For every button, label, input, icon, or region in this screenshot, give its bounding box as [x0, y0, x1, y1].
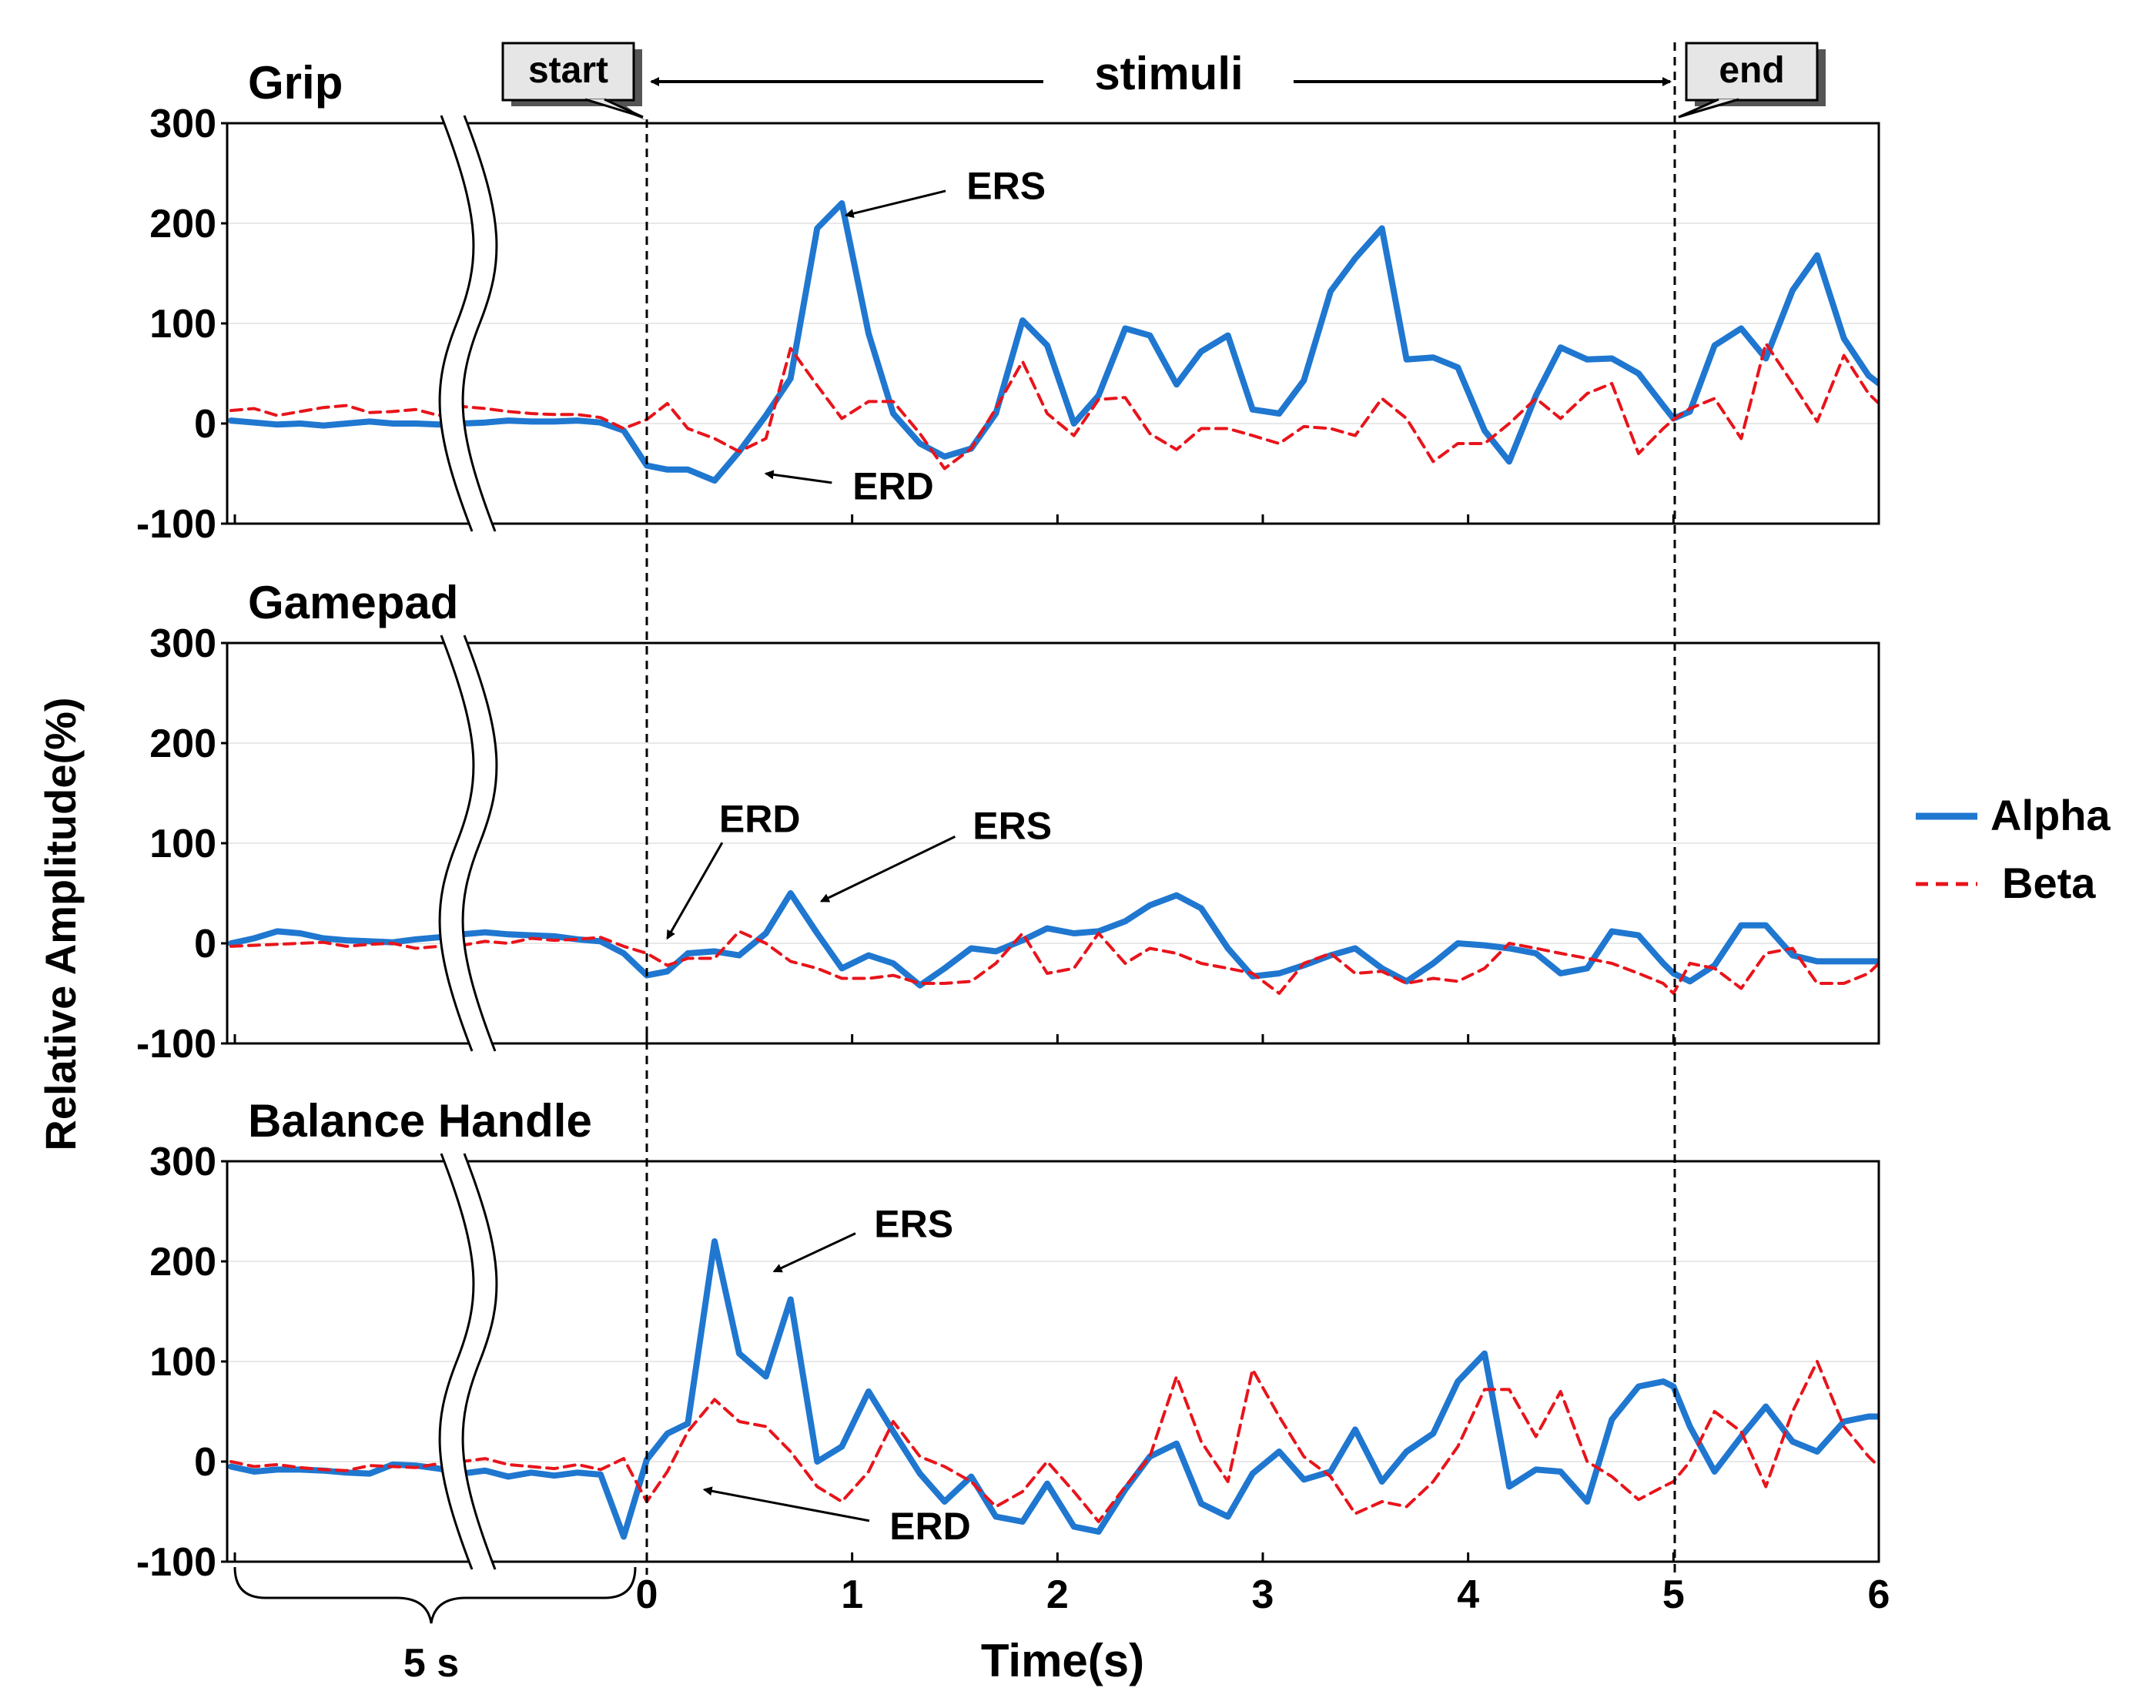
panel-frame [226, 1160, 1880, 1563]
panel-grip: Grip 300 200 100 0 -100 ERS ERD [136, 57, 1880, 547]
y-tick-label: 200 [149, 722, 216, 766]
end-label: end [1719, 50, 1784, 91]
axis-break-edge [461, 115, 498, 532]
series-alpha-line [228, 890, 1879, 989]
y-tick-label: 300 [149, 102, 216, 146]
y-tick-label: 0 [194, 402, 216, 447]
y-tick-label: -100 [136, 1540, 216, 1585]
annotation-erd: ERD [719, 798, 801, 841]
axis-break-edge [438, 635, 475, 1052]
axis-break-edge [438, 115, 475, 532]
annotation-arrow [702, 1486, 870, 1522]
annotation-arrow [819, 836, 956, 903]
axis-break-edge [461, 1153, 498, 1570]
annotation-arrow [764, 470, 832, 484]
annotation-arrow [772, 1232, 856, 1273]
panel-balance-handle: Balance Handle 300 200 100 0 -100 ERS ERD [136, 1095, 1880, 1585]
panel-title: Grip [248, 57, 343, 109]
annotation-arrow [666, 842, 724, 940]
y-tick-label: 300 [149, 621, 216, 666]
baseline-duration-label: 5 s [403, 1641, 459, 1686]
annotation-arrow [844, 189, 946, 219]
y-tick-label: 300 [149, 1140, 216, 1184]
panel-frame [226, 122, 1880, 525]
y-axis-label: Relative Amplitude(%) [36, 697, 85, 1150]
legend: Alpha Beta [1916, 791, 2111, 907]
series-alpha-line [228, 1238, 1879, 1540]
panel-gamepad: Gamepad 300 200 100 0 -100 ERD ERS [136, 577, 1880, 1067]
axis-break-fill [440, 631, 496, 1056]
axis-break-fill [440, 111, 496, 536]
y-tick-label: 200 [149, 1240, 216, 1284]
panel-frame [226, 641, 1880, 1045]
series-beta-line [229, 1360, 1879, 1523]
stimuli-label: stimuli [1094, 48, 1243, 99]
series-alpha-line [228, 200, 1879, 484]
y-tick-label: 100 [149, 302, 216, 347]
y-tick-label: 100 [149, 1340, 216, 1385]
panel-title: Gamepad [248, 577, 458, 628]
axis-break-edge [438, 1153, 475, 1570]
y-tick-label: 0 [194, 922, 216, 966]
annotation-erd: ERD [852, 465, 934, 508]
event-markers: start end stimuli [501, 42, 1826, 1575]
x-axis-label: Time(s) [981, 1635, 1144, 1686]
x-tick-label: 6 [1868, 1572, 1890, 1617]
annotation-erd: ERD [889, 1505, 971, 1548]
x-tick-label: 2 [1046, 1572, 1069, 1617]
start-callout: start [501, 42, 645, 120]
legend-alpha-label: Alpha [1990, 791, 2111, 839]
y-tick-label: -100 [136, 502, 216, 547]
x-tick-label: 1 [841, 1572, 863, 1617]
end-callout: end [1678, 42, 1826, 119]
x-tick-label: 4 [1457, 1572, 1479, 1617]
axis-break-edge [461, 635, 498, 1052]
axis-break-fill [440, 1149, 496, 1574]
x-tick-label: 5 [1662, 1572, 1685, 1617]
x-tick-label: 0 [636, 1572, 658, 1617]
series-beta-line [229, 342, 1879, 471]
y-tick-label: -100 [136, 1022, 216, 1067]
panel-title: Balance Handle [248, 1095, 592, 1147]
y-tick-label: 100 [149, 822, 216, 866]
annotation-ers: ERS [973, 805, 1052, 848]
x-tick-label: 3 [1252, 1572, 1274, 1617]
start-label: start [528, 50, 608, 91]
y-tick-label: 200 [149, 202, 216, 246]
x-tick-labels: 0 1 2 3 4 5 6 [636, 1572, 1890, 1617]
annotation-ers: ERS [874, 1203, 953, 1246]
baseline-brace [233, 1566, 637, 1624]
panels: Grip3002001000-100ERSERDGamepad300200100… [136, 57, 1890, 1617]
y-tick-label: 0 [194, 1440, 216, 1485]
annotation-ers: ERS [966, 165, 1046, 208]
legend-beta-label: Beta [2002, 859, 2096, 907]
series-beta-line [229, 929, 1879, 995]
